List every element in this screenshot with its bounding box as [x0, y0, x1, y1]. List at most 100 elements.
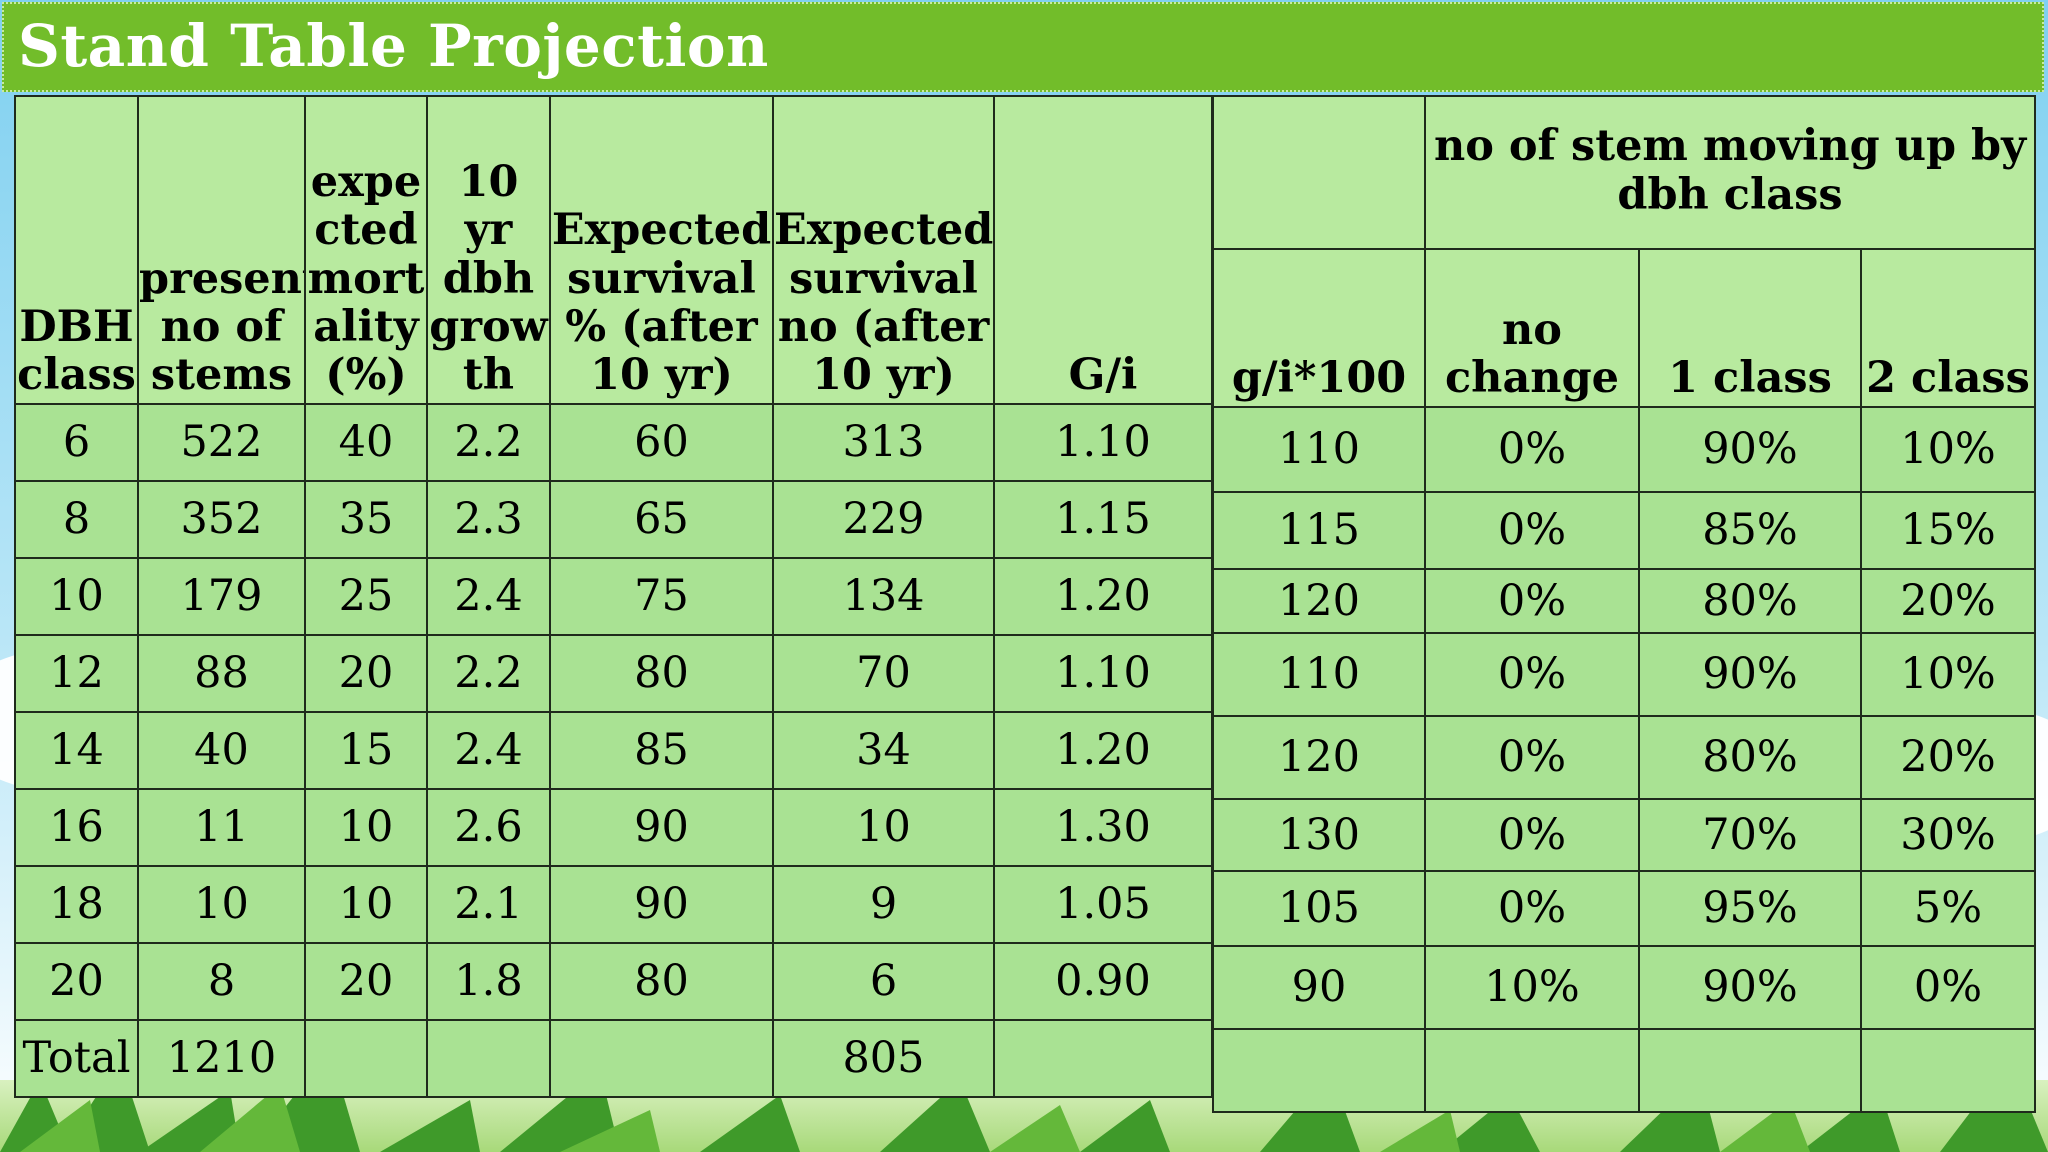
- cell: 105: [1212, 870, 1426, 947]
- cell: 80%: [1638, 568, 1862, 634]
- table-row: 120 0% 80% 20%: [1212, 715, 2037, 800]
- cell: 75: [549, 557, 774, 636]
- header-row: DBH class present no of stems expe cted …: [14, 95, 1213, 405]
- cell: 0%: [1424, 715, 1640, 800]
- cell: 2.1: [426, 865, 551, 944]
- cell: 90%: [1638, 632, 1862, 717]
- cell: 90: [1212, 945, 1426, 1030]
- cell: 1.15: [993, 480, 1213, 559]
- cell: 20: [304, 634, 428, 713]
- cell: 1.30: [993, 788, 1213, 867]
- cell: 110: [1212, 406, 1426, 493]
- cell: 20: [14, 942, 139, 1021]
- cell: 0%: [1424, 632, 1640, 717]
- table-row: 12 88 20 2.2 80 70 1.10: [14, 634, 1213, 713]
- cell: 0%: [1424, 568, 1640, 634]
- cell: 130: [1212, 798, 1426, 872]
- cell: [1859, 1028, 2037, 1113]
- table-row: 6 522 40 2.2 60 313 1.10: [14, 403, 1213, 482]
- header-present-stems: present no of stems: [137, 95, 306, 405]
- header-expected-mortality: expe cted mort ality (%): [304, 95, 428, 405]
- table-row: 110 0% 90% 10%: [1212, 632, 2037, 717]
- cell: 85: [549, 711, 774, 790]
- cell: 10%: [1859, 632, 2037, 717]
- cell: 522: [137, 403, 306, 482]
- cell: [1424, 1028, 1640, 1113]
- table-row: 10 179 25 2.4 75 134 1.20: [14, 557, 1213, 636]
- table-row: 105 0% 95% 5%: [1212, 870, 2037, 947]
- total-present-stems: 1210: [137, 1019, 306, 1098]
- cell: 20%: [1859, 568, 2037, 634]
- cell: 134: [772, 557, 995, 636]
- cell: 1.05: [993, 865, 1213, 944]
- cell: 120: [1212, 568, 1426, 634]
- cell: [1638, 1028, 1862, 1113]
- header-g-i-100: g/i*100: [1212, 248, 1426, 408]
- cell: 5%: [1859, 870, 2037, 947]
- cell: 313: [772, 403, 995, 482]
- cell: 90%: [1638, 406, 1862, 493]
- cell: 70%: [1638, 798, 1862, 872]
- stand-table: DBH class present no of stems expe cted …: [14, 95, 1213, 1098]
- cell: 80%: [1638, 715, 1862, 800]
- cell: 80: [549, 634, 774, 713]
- header-stem-movement: no of stem moving up by dbh class: [1423, 95, 2037, 250]
- cell: 11: [137, 788, 306, 867]
- total-row: Total 1210 805: [14, 1019, 1213, 1098]
- cell: 10%: [1859, 406, 2037, 493]
- cell: 40: [304, 403, 428, 482]
- cell: 9: [772, 865, 995, 944]
- table-row: 20 8 20 1.8 80 6 0.90: [14, 942, 1213, 1021]
- cell: 15: [304, 711, 428, 790]
- table-row: 18 10 10 2.1 90 9 1.05: [14, 865, 1213, 944]
- table-row: 16 11 10 2.6 90 10 1.30: [14, 788, 1213, 867]
- cell: 18: [14, 865, 139, 944]
- cell: 1.20: [993, 557, 1213, 636]
- movement-table: no of stem moving up by dbh class g/i*10…: [1212, 95, 2037, 1113]
- slide-title: Stand Table Projection: [18, 12, 769, 80]
- cell: 0.90: [993, 942, 1213, 1021]
- cell: [304, 1019, 428, 1098]
- cell: 0%: [1424, 798, 1640, 872]
- cell: 8: [137, 942, 306, 1021]
- cell: 10: [304, 788, 428, 867]
- cell: 2.2: [426, 403, 551, 482]
- total-survival-number: 805: [772, 1019, 995, 1098]
- cell: 14: [14, 711, 139, 790]
- cell: 40: [137, 711, 306, 790]
- cell: 120: [1212, 715, 1426, 800]
- cell: 25: [304, 557, 428, 636]
- cell: 0%: [1424, 406, 1640, 493]
- cell: [993, 1019, 1213, 1098]
- header-survival-percent: Expected survival % (after 10 yr): [549, 95, 774, 405]
- cell: [426, 1019, 551, 1098]
- table-row: 120 0% 80% 20%: [1212, 568, 2037, 634]
- header-g-i: G/i: [993, 95, 1213, 405]
- cell: 70: [772, 634, 995, 713]
- cell: 16: [14, 788, 139, 867]
- cell: 10%: [1424, 945, 1640, 1030]
- cell: 10: [772, 788, 995, 867]
- cell: 1.8: [426, 942, 551, 1021]
- cell: 85%: [1638, 491, 1862, 570]
- header-row: g/i*100 no change 1 class 2 class: [1212, 248, 2037, 408]
- cell: 10: [304, 865, 428, 944]
- cell: 35: [304, 480, 428, 559]
- cell: 10: [14, 557, 139, 636]
- table-row: 14 40 15 2.4 85 34 1.20: [14, 711, 1213, 790]
- table-row: 90 10% 90% 0%: [1212, 945, 2037, 1030]
- cell: 15%: [1859, 491, 2037, 570]
- cell: 352: [137, 480, 306, 559]
- group-header-row: no of stem moving up by dbh class: [1212, 95, 2037, 250]
- cell: 1.10: [993, 634, 1213, 713]
- cell: 0%: [1859, 945, 2037, 1030]
- cell: 2.4: [426, 711, 551, 790]
- total-label: Total: [14, 1019, 139, 1098]
- header-no-change: no change: [1424, 248, 1640, 408]
- table-row: 130 0% 70% 30%: [1212, 798, 2037, 872]
- cell: 20: [304, 942, 428, 1021]
- cell: 60: [549, 403, 774, 482]
- blank-row: [1212, 1028, 2037, 1113]
- table-row: 110 0% 90% 10%: [1212, 406, 2037, 493]
- header-dbh-growth: 10 yr dbh grow th: [426, 95, 551, 405]
